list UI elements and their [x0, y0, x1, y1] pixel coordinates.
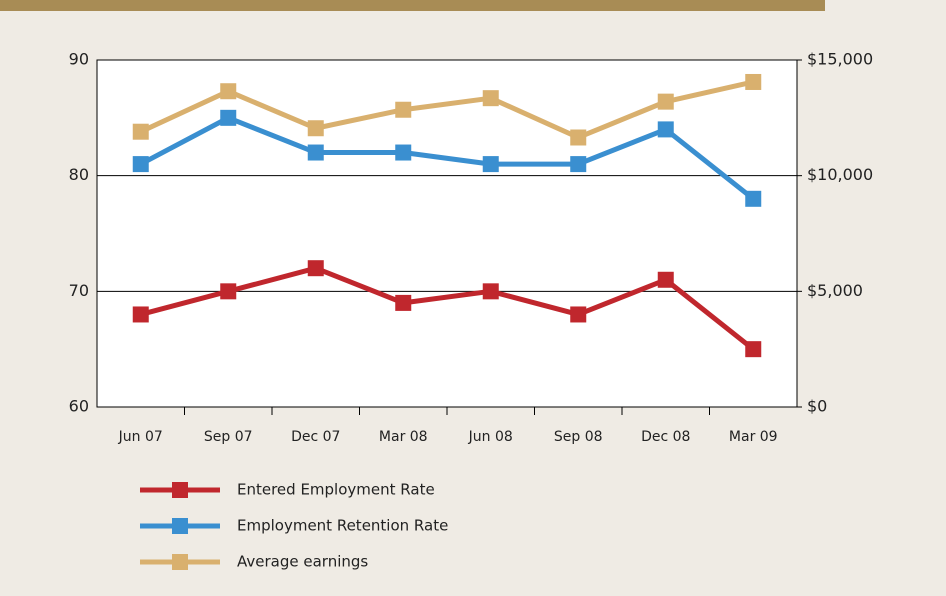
x-tick-label: Mar 08 [379, 429, 428, 445]
data-point [745, 73, 762, 90]
y2-tick-label: $15,000 [807, 50, 873, 69]
y2-tick-label: $0 [807, 397, 827, 416]
data-point [395, 294, 412, 311]
data-point [482, 156, 499, 173]
top-band [0, 0, 825, 11]
plot-area [97, 60, 797, 407]
series-line [139, 115, 755, 201]
data-point [132, 123, 149, 140]
x-tick-label: Jun 08 [468, 429, 513, 445]
data-point [395, 144, 412, 161]
data-point [482, 283, 499, 300]
x-tick-label: Dec 08 [641, 429, 690, 445]
data-point [570, 156, 587, 173]
y2-tick-label: $5,000 [807, 281, 863, 300]
legend-label: Average earnings [237, 553, 368, 571]
data-point [657, 93, 674, 110]
legend-marker [172, 554, 188, 570]
x-tick-label: Sep 07 [204, 429, 253, 445]
x-tick-label: Sep 08 [554, 429, 603, 445]
y-tick-label: 80 [69, 165, 89, 184]
data-point [132, 156, 149, 173]
legend-label: Employment Retention Rate [237, 517, 448, 535]
data-point [395, 101, 412, 118]
data-point [220, 83, 237, 100]
data-point [657, 271, 674, 288]
data-point [307, 144, 324, 161]
data-point [132, 306, 149, 323]
x-tick-label: Dec 07 [291, 429, 340, 445]
legend-marker [172, 518, 188, 534]
series-line [140, 265, 755, 352]
x-tick-label: Mar 09 [729, 429, 778, 445]
y-tick-label: 70 [69, 281, 89, 300]
y-tick-label: 90 [69, 50, 89, 69]
data-point [307, 120, 324, 137]
data-point [482, 90, 499, 107]
data-point [220, 283, 237, 300]
y2-tick-label: $10,000 [807, 165, 873, 184]
x-tick-label: Jun 07 [118, 429, 163, 445]
series-line [139, 79, 754, 140]
data-point [570, 306, 587, 323]
data-point [745, 341, 762, 358]
data-point [745, 190, 762, 207]
legend-label: Entered Employment Rate [237, 481, 435, 499]
legend-marker [172, 482, 188, 498]
data-point [657, 121, 674, 138]
y-tick-label: 60 [69, 397, 89, 416]
data-point [570, 129, 587, 146]
data-point [307, 260, 324, 277]
data-point [220, 109, 237, 126]
